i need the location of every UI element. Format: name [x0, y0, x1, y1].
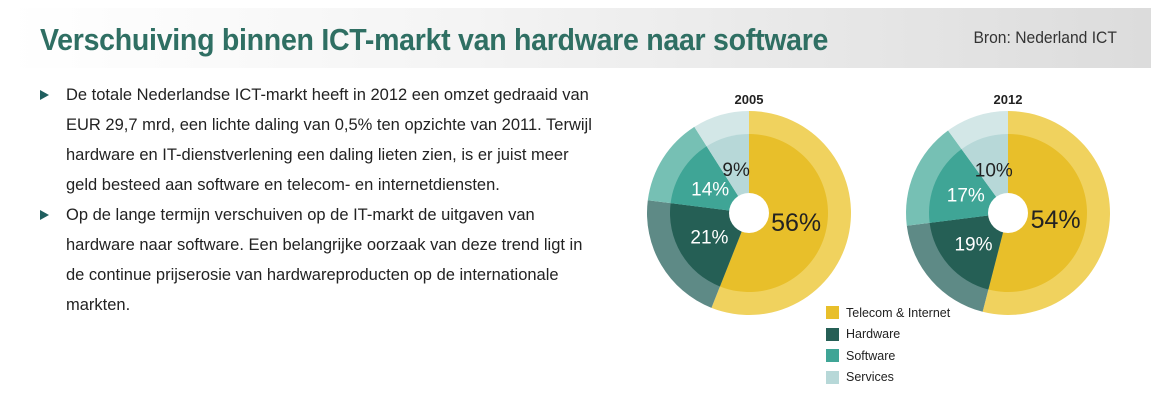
- pie-slice: [988, 134, 1087, 292]
- pie-slice: [929, 149, 1008, 223]
- pie-slice: [670, 203, 749, 287]
- bullet-text: De totale Nederlandse ICT-markt heeft in…: [66, 86, 592, 194]
- legend-swatch: [826, 370, 839, 384]
- legend-item: Telecom & Internet: [826, 302, 950, 324]
- legend-swatch: [826, 306, 839, 320]
- source-label: Bron: Nederland ICT: [973, 28, 1117, 47]
- data-label: 54%: [1031, 206, 1081, 234]
- bullet-text: Op de lange termijn verschuiven op de IT…: [66, 206, 583, 314]
- bullet-item: Op de lange termijn verschuiven op de IT…: [40, 200, 600, 320]
- data-label: 21%: [690, 227, 728, 248]
- donut-hole: [729, 193, 769, 233]
- legend-item: Services: [826, 367, 950, 389]
- donut-charts: 2005 56% 21% 14%9% 2012 54% 19% 17% 10%: [647, 92, 1110, 315]
- legend-label: Telecom & Internet: [846, 305, 951, 320]
- page-title: Verschuiving binnen ICT-markt van hardwa…: [40, 22, 829, 57]
- pie-slice: [929, 213, 1008, 290]
- legend-label: Software: [846, 348, 896, 363]
- data-label: 10%: [975, 160, 1013, 181]
- legend-swatch: [826, 327, 839, 341]
- bullet-item: De totale Nederlandse ICT-markt heeft in…: [40, 80, 600, 200]
- bullet-list: De totale Nederlandse ICT-markt heeft in…: [40, 80, 600, 320]
- pie-slice: [961, 134, 1008, 213]
- bullet-arrow-icon: [40, 90, 49, 100]
- data-label: 14%: [691, 179, 729, 200]
- pie-slice: [670, 146, 749, 213]
- legend-label: Services: [846, 370, 894, 385]
- data-label: 17%: [947, 186, 985, 207]
- donut-hole: [988, 193, 1028, 233]
- pie-slice: [719, 134, 828, 292]
- legend-item: Hardware: [826, 324, 950, 346]
- header-bar: Verschuiving binnen ICT-markt van hardwa…: [8, 8, 1151, 68]
- legend-item: Software: [826, 345, 950, 367]
- data-label: 56%: [771, 209, 821, 237]
- chart-legend: Telecom & Internet Hardware Software Servic…: [826, 302, 950, 388]
- legend-swatch: [826, 349, 839, 363]
- chart-title: 2012: [994, 92, 1023, 107]
- donut-chart-2012: 2012 54% 19% 17% 10%: [906, 92, 1110, 315]
- chart-title: 2005: [735, 92, 764, 107]
- donut-chart-2005: 2005 56% 21% 14%9%: [647, 92, 851, 315]
- legend-label: Hardware: [846, 327, 901, 342]
- data-label: 19%: [954, 234, 992, 255]
- data-label: 9%: [722, 160, 750, 181]
- bullet-arrow-icon: [40, 210, 49, 220]
- pie-slice: [706, 134, 749, 213]
